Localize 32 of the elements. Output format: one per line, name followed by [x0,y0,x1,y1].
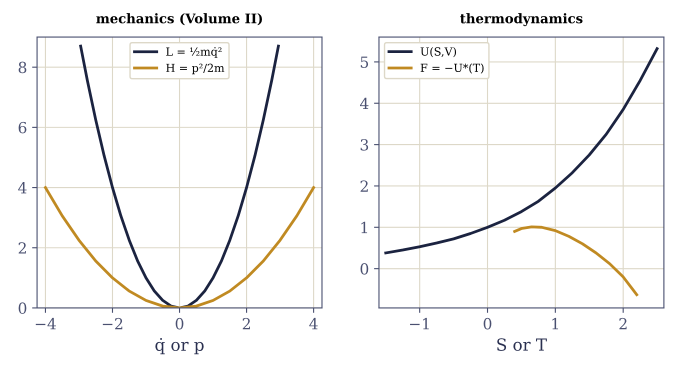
x-tick-label: −1 [410,318,429,330]
x-tick-label: 0 [176,318,184,330]
legend-label: H = p²/2m [166,64,224,74]
line-series [513,226,638,296]
x-tick-label: 2 [619,318,627,330]
line-series [384,47,658,254]
y-tick-label: 2 [18,242,26,254]
y-tick-label: 8 [18,62,26,74]
x-tick-label: −2 [102,318,122,330]
y-tick-label: 4 [360,98,368,110]
x-tick-label: 1 [552,318,558,330]
y-tick-label: 0 [360,263,368,275]
line-series [44,186,315,308]
y-tick-label: 5 [360,56,368,68]
y-tick-label: 2 [360,180,368,192]
y-tick-label: 1 [361,222,368,234]
x-tick-label: 2 [242,318,250,330]
x-axis-title: q̇ or p [155,338,204,354]
chart-title: mechanics (Volume II) [96,13,262,26]
chart-title: thermodynamics [460,13,583,26]
x-tick-label: 0 [484,318,492,330]
y-tick-label: 4 [18,182,27,194]
x-tick-label: −4 [36,318,56,330]
x-axis-title: S or T [497,338,547,351]
y-tick-label: 6 [18,122,26,134]
y-tick-label: 3 [360,139,368,151]
line-series [79,44,280,308]
legend-label: F = −U*(T) [420,63,484,74]
y-tick-label: 0 [18,302,26,314]
legend-label: L = ½mq̇² [166,47,222,58]
legend-label: U(S,V) [420,47,456,58]
x-tick-label: 4 [309,318,318,330]
